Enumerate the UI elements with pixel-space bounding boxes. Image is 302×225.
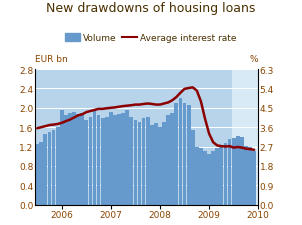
Text: EUR bn: EUR bn (35, 55, 67, 64)
Bar (39, 142, 43, 205)
Bar (101, 119, 104, 205)
Bar (166, 116, 170, 205)
Bar (76, 114, 80, 205)
Bar (113, 116, 117, 205)
Bar (203, 152, 207, 205)
Bar (150, 125, 154, 205)
Bar (232, 138, 236, 205)
Bar (187, 106, 191, 205)
Bar (85, 120, 88, 205)
Bar (215, 148, 219, 205)
Text: %: % (249, 55, 258, 64)
Bar (93, 111, 96, 205)
Legend: Volume, Average interest rate: Volume, Average interest rate (62, 30, 240, 47)
Text: New drawdowns of housing loans: New drawdowns of housing loans (46, 2, 256, 15)
Bar (244, 146, 248, 205)
Bar (105, 118, 109, 205)
Bar (64, 116, 68, 205)
Bar (195, 147, 199, 205)
Bar (43, 135, 47, 205)
Bar (117, 114, 121, 205)
Bar (232, 70, 260, 205)
Bar (154, 124, 158, 205)
Bar (48, 133, 51, 205)
Bar (52, 130, 56, 205)
Bar (80, 113, 84, 205)
Bar (88, 118, 92, 205)
Bar (146, 117, 149, 205)
Bar (220, 146, 223, 205)
Bar (35, 144, 39, 205)
Bar (178, 99, 182, 205)
Bar (138, 123, 141, 205)
Bar (130, 118, 133, 205)
Bar (252, 152, 256, 205)
Bar (72, 112, 76, 205)
Bar (60, 111, 64, 205)
Bar (175, 104, 178, 205)
Bar (109, 112, 113, 205)
Bar (228, 140, 231, 205)
Bar (162, 123, 166, 205)
Bar (133, 120, 137, 205)
Bar (236, 136, 239, 205)
Bar (191, 130, 194, 205)
Bar (121, 113, 125, 205)
Bar (199, 148, 203, 205)
Bar (240, 137, 244, 205)
Bar (125, 111, 129, 205)
Bar (211, 152, 215, 205)
Bar (68, 113, 72, 205)
Bar (183, 104, 186, 205)
Bar (56, 128, 59, 205)
Bar (223, 143, 227, 205)
Bar (142, 119, 146, 205)
Bar (97, 116, 101, 205)
Bar (248, 147, 252, 205)
Bar (207, 154, 211, 205)
Bar (170, 113, 174, 205)
Bar (158, 128, 162, 205)
